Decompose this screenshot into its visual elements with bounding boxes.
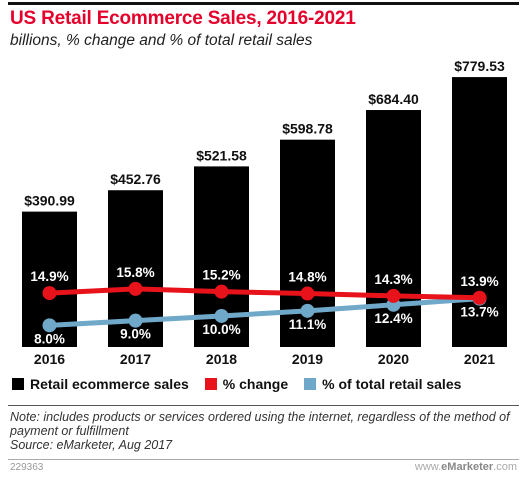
- x-tick-label-2020: 2020: [378, 351, 409, 367]
- chart-subtitle: billions, % change and % of total retail…: [10, 32, 313, 49]
- legend-item-sales: Retail ecommerce sales: [12, 376, 189, 392]
- source-text: Source: eMarketer, Aug 2017: [10, 438, 173, 452]
- note-text: Note: includes products or services orde…: [10, 410, 510, 438]
- bar-label-2018: $521.58: [196, 147, 247, 163]
- divider-bottom: [8, 459, 519, 460]
- brand-logo[interactable]: www.eMarketer.com: [415, 461, 517, 473]
- share-label-2021: 13.7%: [460, 305, 498, 320]
- divider: [8, 405, 519, 406]
- x-tick-label-2021: 2021: [464, 351, 495, 367]
- share-label-2016: 8.0%: [34, 331, 65, 346]
- legend: Retail ecommerce sales % change % of tot…: [12, 376, 522, 392]
- x-tick-label-2018: 2018: [206, 351, 237, 367]
- point-share-2016: [42, 318, 57, 333]
- change-label-2019: 14.8%: [288, 270, 326, 285]
- share-label-2019: 11.1%: [289, 317, 327, 332]
- change-label-2021: 13.9%: [460, 274, 498, 289]
- bar-label-2020: $684.40: [368, 91, 419, 107]
- chart-id: 229363: [10, 462, 44, 473]
- legend-label-sales: Retail ecommerce sales: [30, 376, 189, 392]
- line-share: [49, 296, 480, 328]
- chart-plot: $390.99 2016 $452.76 2017 $521.58 2018 $598.78…: [22, 58, 507, 367]
- change-label-2016: 14.9%: [30, 269, 68, 284]
- bar-label-2017: $452.76: [110, 171, 161, 187]
- share-label-2018: 10.0%: [202, 322, 240, 337]
- x-tick-label-2019: 2019: [292, 351, 323, 367]
- bar-label-2019: $598.78: [282, 121, 333, 137]
- legend-swatch-change: [204, 378, 217, 390]
- point-share-2017: [128, 313, 143, 328]
- legend-label-change: % change: [222, 376, 289, 392]
- legend-label-share: % of total retail sales: [322, 376, 462, 392]
- legend-swatch-sales: [12, 378, 24, 390]
- brand-prefix: www.: [414, 461, 442, 473]
- point-change-2021: [472, 290, 487, 305]
- bar-label-2021: $779.53: [454, 58, 505, 74]
- brand-suffix: .com: [493, 461, 517, 473]
- x-tick-label-2017: 2017: [120, 351, 151, 367]
- change-label-2018: 15.2%: [202, 268, 240, 283]
- legend-swatch-share: [304, 378, 317, 390]
- legend-item-change: % change: [204, 376, 289, 392]
- note: Note: includes products or services orde…: [10, 410, 515, 452]
- point-change-2018: [214, 284, 229, 299]
- x-tick-label-2016: 2016: [34, 351, 65, 367]
- change-label-2017: 15.8%: [116, 265, 154, 280]
- top-rule: [8, 2, 519, 5]
- legend-item-share: % of total retail sales: [304, 376, 461, 392]
- point-share-2018: [214, 308, 229, 323]
- point-change-2020: [386, 288, 401, 303]
- brand-name: eMarketer: [441, 461, 494, 473]
- point-change-2017: [128, 281, 143, 296]
- change-label-2020: 14.3%: [374, 272, 412, 287]
- point-change-2016: [42, 286, 57, 301]
- share-label-2020: 12.4%: [374, 311, 412, 326]
- point-share-2019: [300, 303, 315, 318]
- share-label-2017: 9.0%: [120, 327, 151, 342]
- chart-title: US Retail Ecommerce Sales, 2016-2021: [10, 8, 356, 29]
- point-change-2019: [300, 286, 315, 301]
- bar-label-2016: $390.99: [24, 193, 75, 209]
- line-change: [49, 286, 480, 301]
